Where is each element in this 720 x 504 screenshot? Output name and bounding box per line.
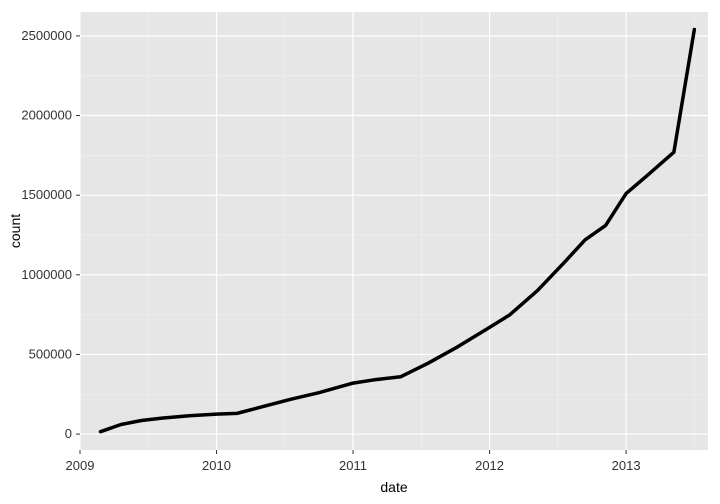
y-tick-label: 2500000: [21, 28, 72, 43]
x-tick-label: 2009: [66, 458, 95, 473]
y-axis-label: count: [7, 214, 23, 248]
y-tick-label: 1000000: [21, 267, 72, 282]
plot-panel: [80, 12, 708, 450]
x-tick-label: 2013: [612, 458, 641, 473]
y-tick-label: 0: [65, 426, 72, 441]
x-axis-label: date: [380, 479, 407, 495]
line-chart: 2009 2010 2011 2012 2013 0 500000 1000000 150000…: [0, 0, 720, 504]
chart-svg: 2009 2010 2011 2012 2013 0 500000 1000000 150000…: [0, 0, 720, 504]
y-tick-label: 2000000: [21, 108, 72, 123]
x-tick-label: 2011: [339, 458, 367, 473]
x-tick-label: 2010: [202, 458, 231, 473]
y-tick-label: 1500000: [21, 187, 72, 202]
x-tick-label: 2012: [475, 458, 504, 473]
y-tick-label: 500000: [29, 346, 72, 361]
